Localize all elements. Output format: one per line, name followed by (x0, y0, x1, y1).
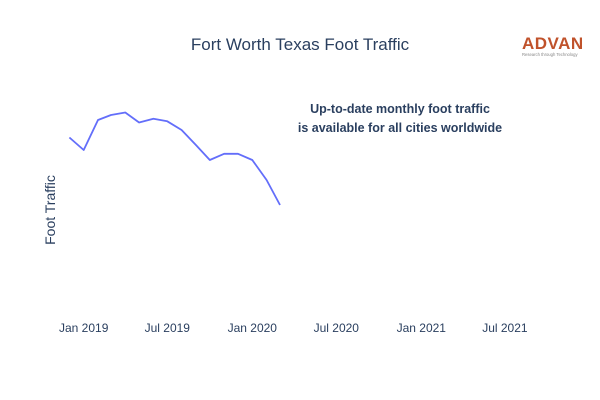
advan-logo: ADVAN Research through Technology (522, 34, 584, 57)
annotation: Up-to-date monthly foot traffic is avail… (298, 102, 502, 135)
y-axis-title: Foot Traffic (42, 175, 58, 245)
x-axis-ticks: Jan 2019 Jul 2019 Jan 2020 Jul 2020 Jan 2021… (59, 321, 528, 335)
x-tick-label: Jan 2019 (59, 321, 109, 335)
logo-wordmark: ADVAN (522, 34, 584, 53)
x-tick-label: Jul 2020 (314, 321, 360, 335)
annotation-line-1: Up-to-date monthly foot traffic (310, 102, 490, 116)
x-tick-label: Jul 2021 (482, 321, 528, 335)
series-layer (68, 111, 281, 206)
logo-tagline: Research through Technology (522, 52, 578, 57)
x-tick-label: Jul 2019 (145, 321, 191, 335)
x-tick-label: Jan 2020 (228, 321, 278, 335)
annotation-line-2: is available for all cities worldwide (298, 121, 502, 135)
x-tick-label: Jan 2021 (397, 321, 447, 335)
series-line (68, 111, 281, 206)
chart-title: Fort Worth Texas Foot Traffic (191, 35, 410, 54)
